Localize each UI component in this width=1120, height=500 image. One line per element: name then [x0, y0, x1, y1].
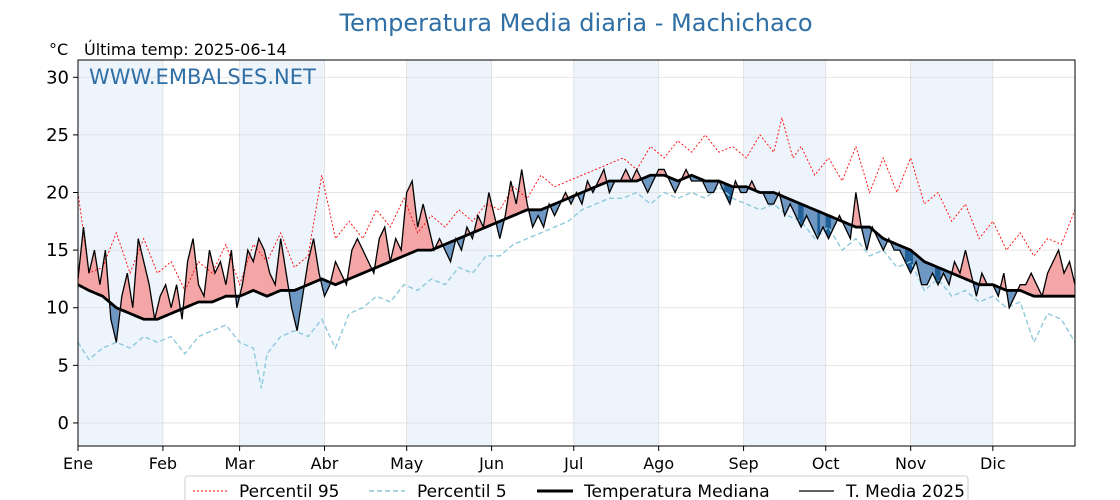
y-tick-label: 5: [58, 355, 69, 376]
y-tick-label: 20: [46, 183, 69, 204]
anomaly-fill: [924, 261, 928, 285]
y-tick-label: 25: [46, 125, 69, 146]
x-tick-label: Jul: [563, 454, 583, 473]
unit-label: °C: [49, 40, 68, 59]
x-tick-label: Jun: [478, 454, 504, 473]
series-temperatura-mediana: [77, 173, 1075, 321]
x-tick-label: Nov: [895, 454, 926, 473]
x-tick-label: Dic: [980, 454, 1006, 473]
anomaly-fill: [767, 192, 772, 205]
month-band: [910, 60, 993, 446]
series-t-media-2025: [77, 167, 1076, 343]
legend: Percentil 95 Percentil 5 Temperatura Med…: [184, 475, 969, 500]
x-axis: Ene Feb Mar Abr May Jun Jul Ago Sep Oct Nov Dic: [63, 446, 1006, 473]
anomaly-fill: [710, 180, 714, 193]
watermark: WWW.EMBALSES.NET: [89, 65, 316, 89]
y-tick-label: 10: [46, 298, 69, 319]
x-tick-label: Abr: [311, 454, 339, 473]
y-axis: 0 5 10 15 20 25 30: [46, 67, 78, 434]
anomaly-fill: [921, 258, 925, 285]
last-temp-label: Última temp: 2025-06-14: [84, 40, 287, 59]
x-tick-label: Feb: [149, 454, 177, 473]
series-percentil-5: [77, 185, 1076, 389]
anomaly-fill: [261, 244, 265, 296]
x-tick-label: Ago: [643, 454, 674, 473]
month-band: [78, 60, 163, 446]
plot-frame: [77, 59, 1076, 447]
anomaly-fill: [1055, 250, 1059, 297]
legend-label-percentil-95: Percentil 95: [239, 482, 339, 500]
legend-label-mediana: Temperatura Mediana: [583, 482, 770, 500]
month-band: [743, 60, 826, 446]
legend-box: [184, 475, 969, 500]
month-bands: [78, 60, 993, 446]
anomaly-fill: [770, 192, 774, 205]
month-band: [573, 60, 659, 446]
y-tick-label: 0: [58, 413, 69, 434]
anomaly-fill: [707, 180, 711, 193]
anomaly-fill: [406, 186, 410, 256]
chart-title: Temperatura Media diaria - Machichaco: [338, 9, 812, 37]
y-tick-label: 15: [46, 240, 69, 261]
x-tick-label: Ene: [63, 454, 93, 473]
legend-label-t-media-2025: T. Media 2025: [845, 482, 965, 500]
x-tick-label: May: [390, 454, 423, 473]
anomaly-fill: [258, 238, 262, 295]
legend-label-percentil-5: Percentil 5: [417, 482, 507, 500]
y-tick-label: 30: [46, 67, 69, 88]
x-tick-label: Oct: [812, 454, 840, 473]
x-tick-label: Sep: [729, 454, 759, 473]
x-tick-label: Mar: [225, 454, 256, 473]
